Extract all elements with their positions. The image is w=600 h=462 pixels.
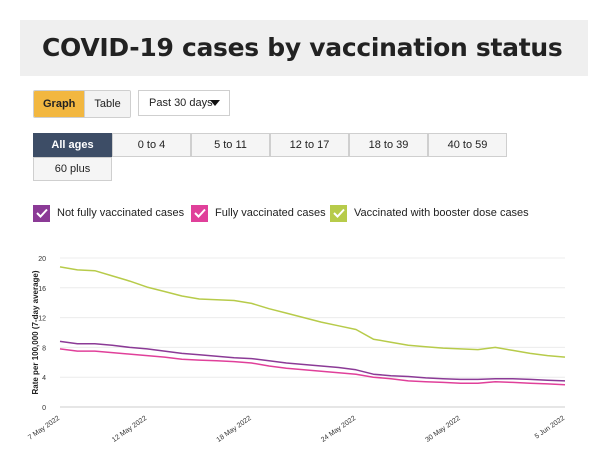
legend-label: Not fully vaccinated cases — [57, 207, 185, 219]
legend-label: Vaccinated with booster dose cases — [354, 207, 529, 219]
time-range-value: Past 30 days — [149, 97, 213, 109]
y-tick-label: 16 — [38, 286, 46, 293]
x-tick-label: 12 May 2022 — [111, 415, 148, 444]
legend-item-booster[interactable]: Vaccinated with booster dose cases — [330, 203, 529, 223]
page-header: COVID-19 cases by vaccination status — [20, 20, 588, 76]
view-toggle: Graph Table — [33, 90, 131, 118]
age-button-5-to-11[interactable]: 5 to 11 — [191, 133, 270, 157]
age-button-all-ages[interactable]: All ages — [33, 133, 112, 157]
y-tick-label: 20 — [38, 256, 46, 263]
y-tick-label: 0 — [42, 405, 46, 412]
x-tick-label: 18 May 2022 — [216, 415, 253, 444]
table-view-button[interactable]: Table — [84, 91, 130, 117]
checkmark-icon — [33, 204, 50, 222]
x-tick-label: 24 May 2022 — [320, 415, 357, 444]
series-line-0 — [59, 340, 566, 382]
x-tick-label: 30 May 2022 — [424, 415, 461, 444]
y-tick-label: 4 — [42, 375, 46, 382]
y-axis-label: Rate per 100,000 (7-day average) — [31, 270, 40, 394]
y-tick-label: 12 — [38, 316, 46, 323]
y-tick-label: 8 — [42, 345, 46, 352]
caret-down-icon — [210, 100, 220, 106]
legend-item-not-fully-vaccinated[interactable]: Not fully vaccinated cases — [33, 203, 184, 223]
graph-view-button[interactable]: Graph — [34, 91, 85, 117]
checkmark-icon — [191, 204, 208, 222]
series-line-2 — [59, 266, 566, 358]
age-button-60-plus[interactable]: 60 plus — [33, 157, 112, 181]
page-title: COVID-19 cases by vaccination status — [42, 33, 563, 62]
series-line-1 — [59, 348, 566, 386]
cases-line-chart: 0 4 8 12 16 20 Rate per 100,000 (7-day average… — [27, 256, 566, 444]
legend-label: Fully vaccinated cases — [215, 207, 326, 219]
age-button-18-to-39[interactable]: 18 to 39 — [349, 133, 428, 157]
age-button-0-to-4[interactable]: 0 to 4 — [112, 133, 191, 157]
time-range-dropdown[interactable]: Past 30 days — [138, 90, 230, 116]
x-tick-label: 7 May 2022 — [27, 415, 61, 442]
legend-item-fully-vaccinated[interactable]: Fully vaccinated cases — [191, 203, 326, 223]
age-button-40-to-59[interactable]: 40 to 59 — [428, 133, 507, 157]
age-button-12-to-17[interactable]: 12 to 17 — [270, 133, 349, 157]
checkmark-icon — [330, 204, 347, 222]
x-tick-label: 5 Jun 2022 — [534, 415, 566, 441]
